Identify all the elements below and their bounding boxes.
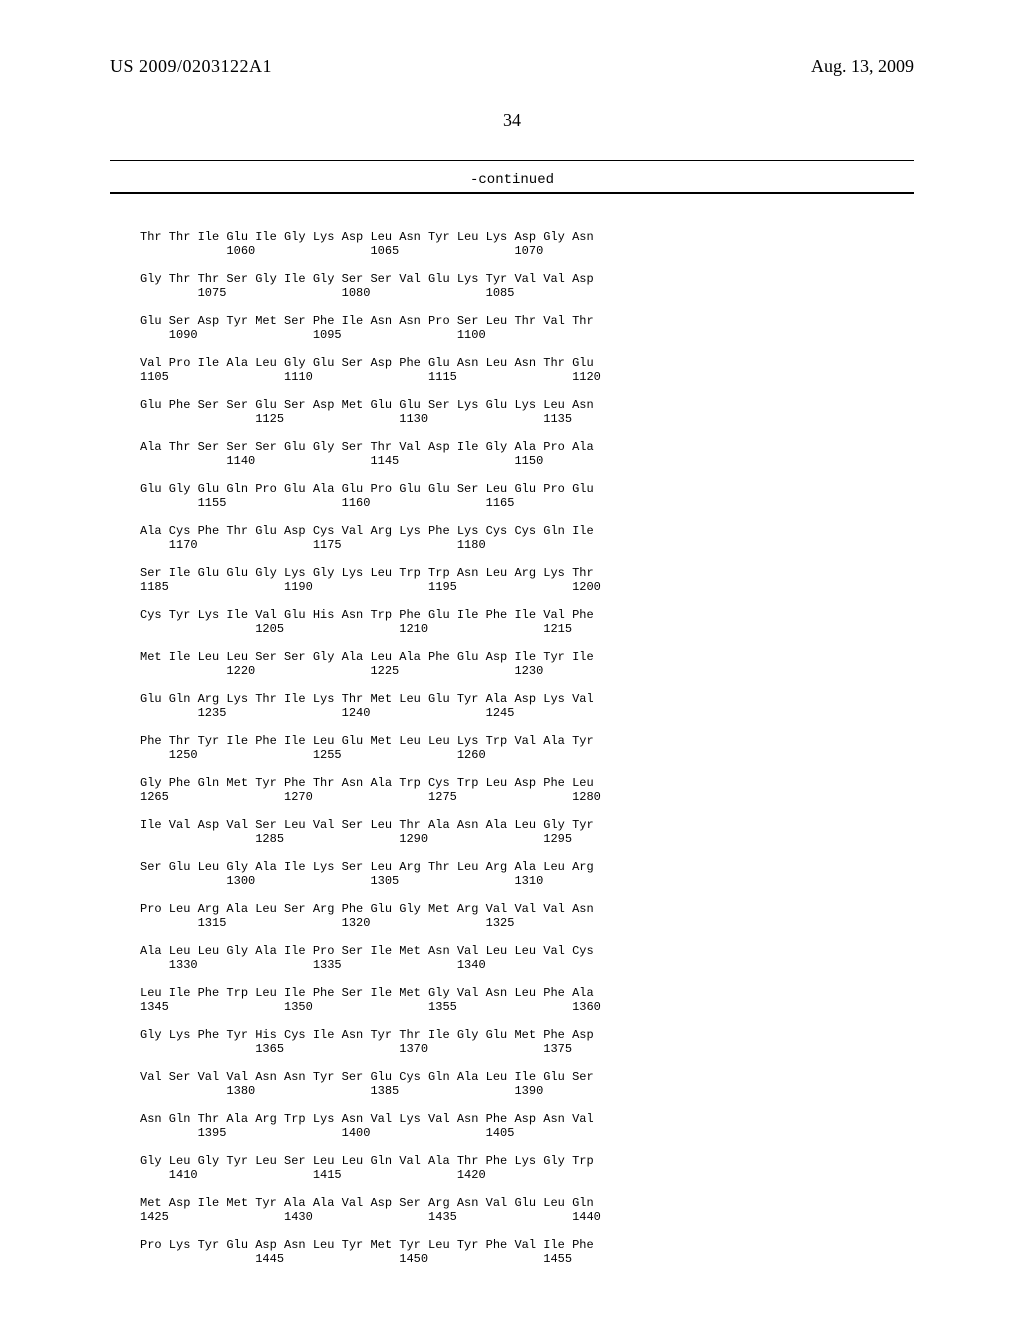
rule-bottom: [110, 192, 914, 194]
rule-top: [110, 160, 914, 161]
patent-number: US 2009/0203122A1: [110, 56, 272, 77]
publication-date: Aug. 13, 2009: [811, 56, 914, 77]
sequence-listing: Thr Thr Ile Glu Ile Gly Lys Asp Leu Asn …: [140, 230, 601, 1266]
page: US 2009/0203122A1 Aug. 13, 2009 34 -cont…: [0, 0, 1024, 1320]
page-number: 34: [0, 110, 1024, 131]
continued-label: -continued: [0, 172, 1024, 188]
